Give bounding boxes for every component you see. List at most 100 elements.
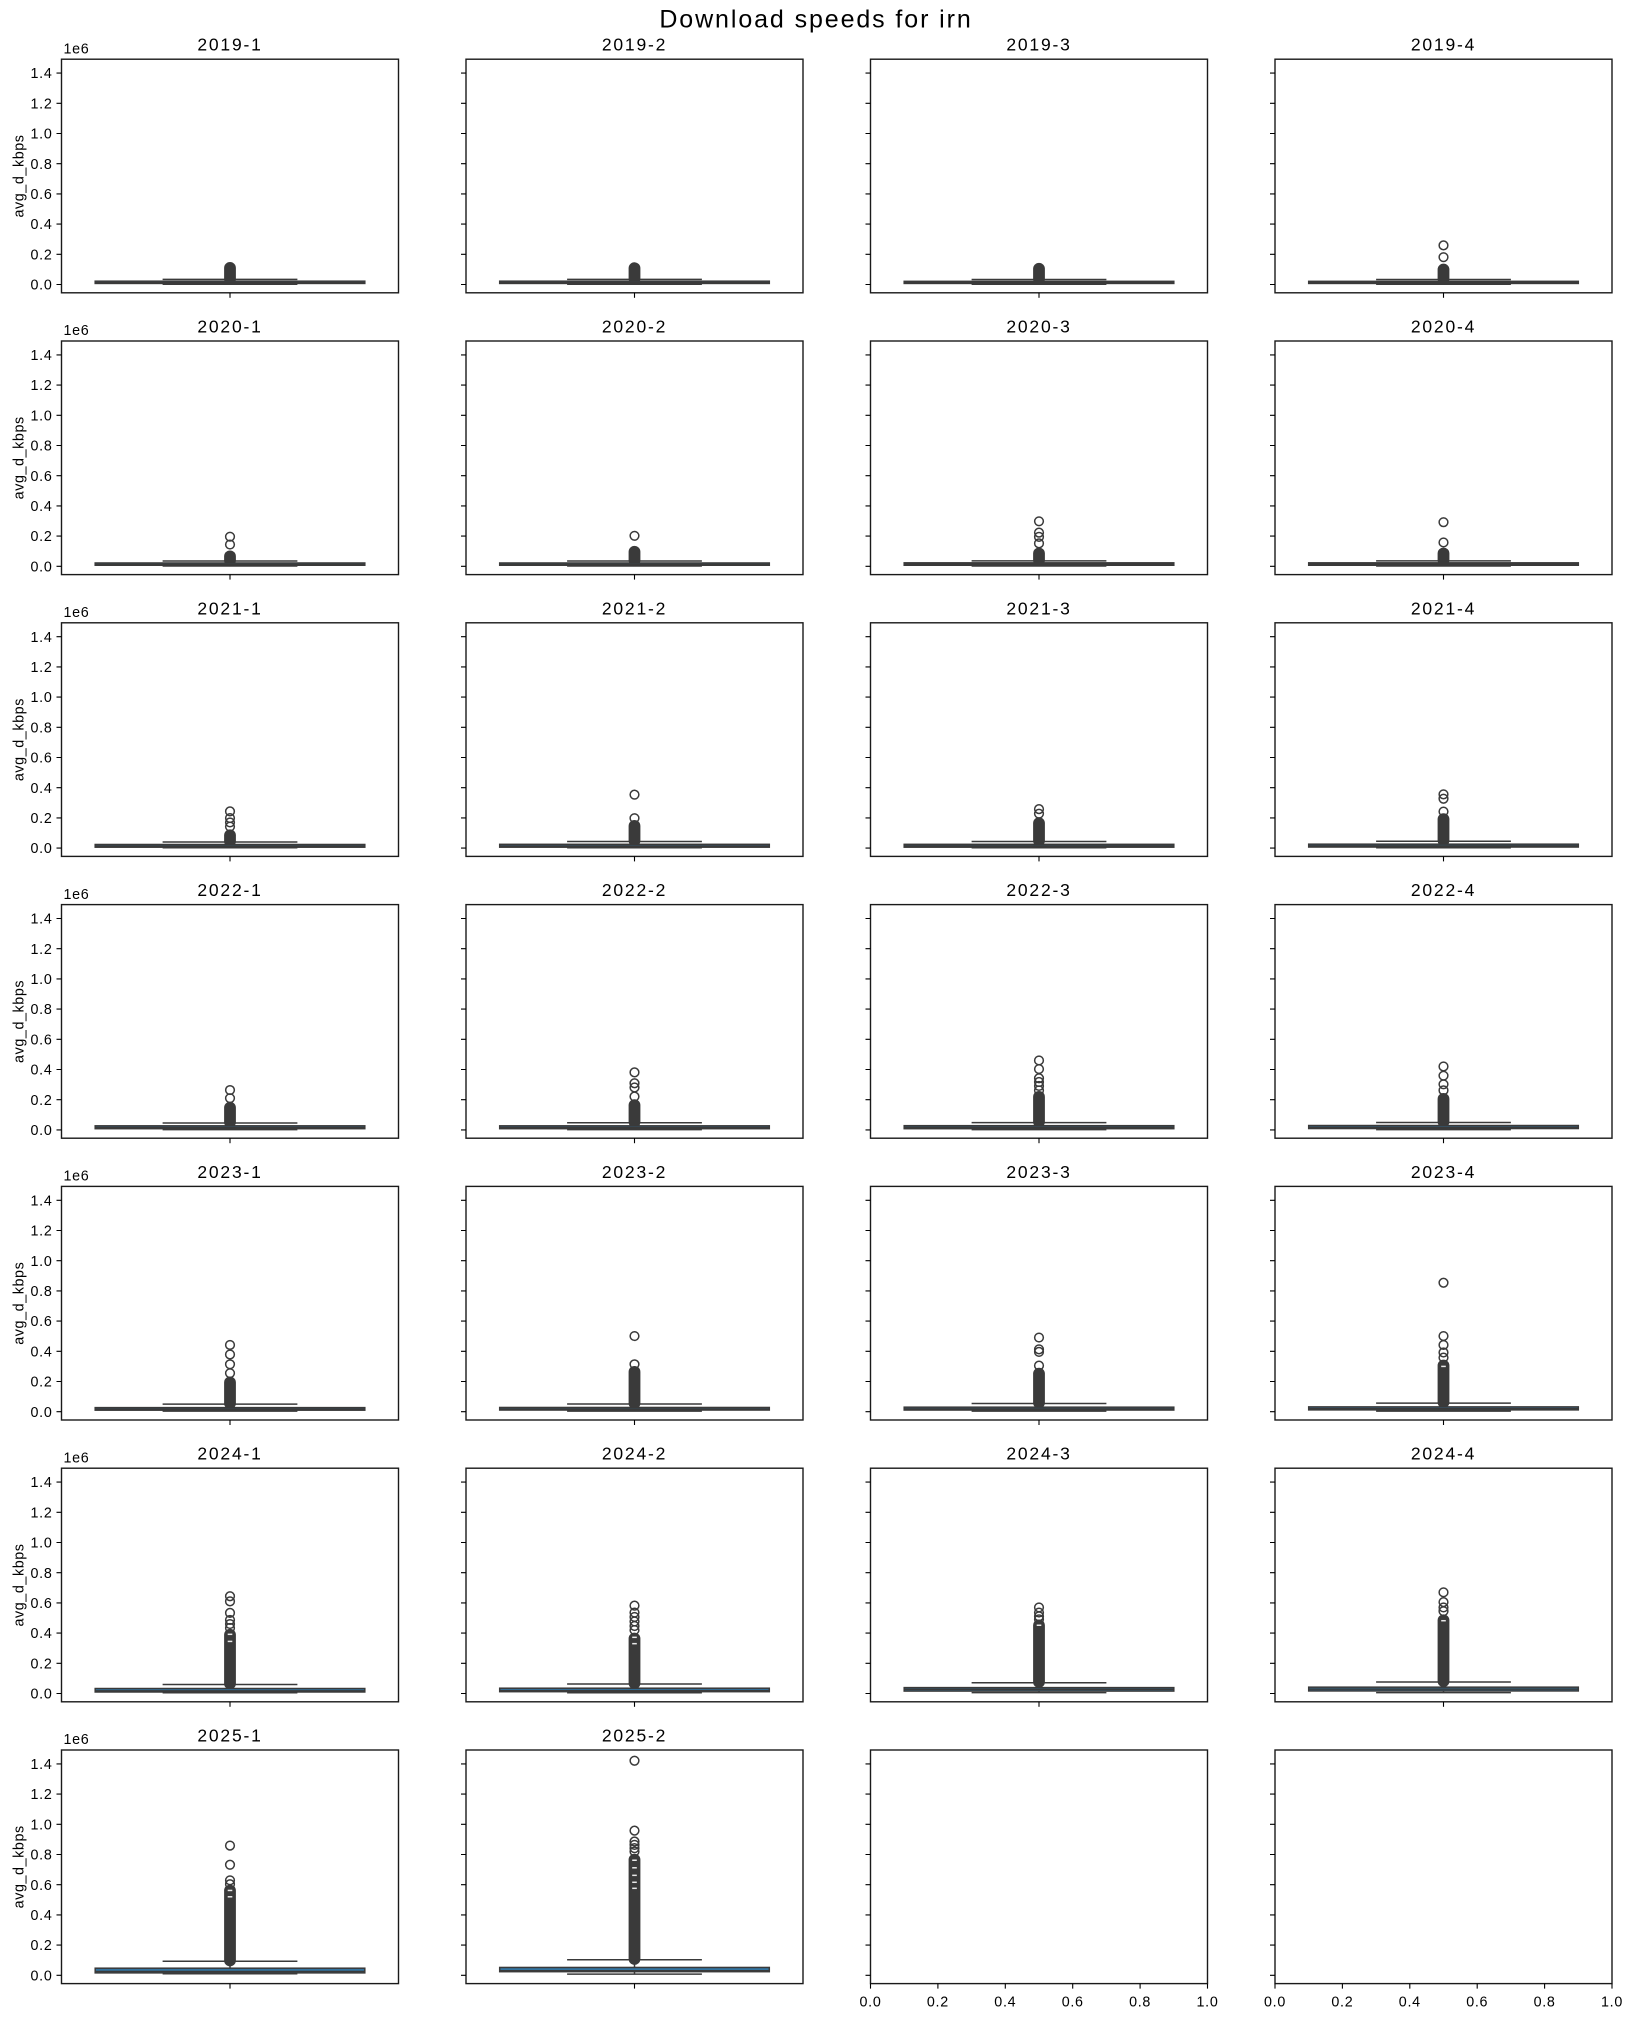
svg-text:2020-4: 2020-4: [1411, 317, 1476, 337]
svg-text:2019-1: 2019-1: [197, 35, 262, 55]
svg-text:2023-4: 2023-4: [1411, 1162, 1476, 1182]
svg-text:0.6: 0.6: [31, 1314, 53, 1330]
svg-text:avg_d_kbps: avg_d_kbps: [12, 980, 28, 1063]
svg-text:1.0: 1.0: [1197, 1995, 1219, 2011]
svg-text:1.0: 1.0: [31, 408, 53, 424]
svg-text:2024-4: 2024-4: [1411, 1444, 1476, 1464]
svg-text:0.6: 0.6: [31, 1032, 53, 1048]
svg-text:1.4: 1.4: [31, 66, 53, 82]
svg-text:0.8: 0.8: [31, 1002, 53, 1018]
svg-text:avg_d_kbps: avg_d_kbps: [12, 698, 28, 781]
svg-text:avg_d_kbps: avg_d_kbps: [12, 1825, 28, 1908]
svg-text:1.2: 1.2: [31, 378, 53, 394]
svg-text:0.6: 0.6: [31, 1878, 53, 1894]
svg-text:1.4: 1.4: [31, 912, 53, 928]
svg-text:1.2: 1.2: [31, 1505, 53, 1521]
svg-text:2022-2: 2022-2: [602, 880, 667, 900]
svg-text:1.0: 1.0: [31, 1536, 53, 1552]
svg-text:2019-4: 2019-4: [1411, 35, 1476, 55]
svg-text:0.6: 0.6: [31, 1596, 53, 1612]
svg-text:2024-1: 2024-1: [197, 1444, 262, 1464]
svg-text:2021-4: 2021-4: [1411, 598, 1476, 618]
svg-text:1.0: 1.0: [31, 127, 53, 143]
svg-text:1.4: 1.4: [31, 1193, 53, 1209]
svg-text:1.0: 1.0: [31, 1254, 53, 1270]
svg-text:2021-2: 2021-2: [602, 598, 667, 618]
svg-text:2020-2: 2020-2: [602, 317, 667, 337]
svg-text:0.8: 0.8: [31, 1284, 53, 1300]
svg-text:1e6: 1e6: [64, 323, 90, 339]
svg-text:2020-1: 2020-1: [197, 317, 262, 337]
svg-text:avg_d_kbps: avg_d_kbps: [12, 416, 28, 499]
svg-text:0.8: 0.8: [1534, 1995, 1556, 2011]
svg-text:1e6: 1e6: [64, 605, 90, 621]
svg-text:0.8: 0.8: [31, 439, 53, 455]
svg-text:0.2: 0.2: [927, 1995, 949, 2011]
svg-text:0.6: 0.6: [31, 469, 53, 485]
svg-text:0.2: 0.2: [31, 1656, 53, 1672]
svg-text:0.2: 0.2: [1331, 1995, 1353, 2011]
svg-text:0.4: 0.4: [31, 1908, 53, 1924]
svg-text:0.8: 0.8: [31, 1848, 53, 1864]
svg-text:0.0: 0.0: [31, 841, 53, 857]
svg-text:1e6: 1e6: [64, 1732, 90, 1748]
svg-text:0.4: 0.4: [31, 499, 53, 515]
svg-text:0.0: 0.0: [31, 1968, 53, 1984]
svg-text:0.6: 0.6: [1466, 1995, 1488, 2011]
svg-text:0.0: 0.0: [860, 1995, 882, 2011]
svg-text:1.0: 1.0: [1601, 1995, 1623, 2011]
svg-text:0.0: 0.0: [31, 278, 53, 294]
svg-text:1.0: 1.0: [31, 972, 53, 988]
svg-text:0.0: 0.0: [31, 559, 53, 575]
svg-text:avg_d_kbps: avg_d_kbps: [12, 134, 28, 217]
svg-text:0.2: 0.2: [31, 247, 53, 263]
svg-text:1e6: 1e6: [64, 1169, 90, 1185]
svg-text:1.4: 1.4: [31, 348, 53, 364]
svg-text:avg_d_kbps: avg_d_kbps: [12, 1543, 28, 1626]
svg-text:0.2: 0.2: [31, 1375, 53, 1391]
svg-text:2022-4: 2022-4: [1411, 880, 1476, 900]
svg-text:0.2: 0.2: [31, 1093, 53, 1109]
svg-text:1.2: 1.2: [31, 660, 53, 676]
svg-text:0.8: 0.8: [31, 720, 53, 736]
svg-text:1.2: 1.2: [31, 1224, 53, 1240]
svg-text:0.2: 0.2: [31, 811, 53, 827]
svg-text:0.0: 0.0: [31, 1123, 53, 1139]
svg-text:0.4: 0.4: [1399, 1995, 1421, 2011]
svg-text:1e6: 1e6: [64, 1450, 90, 1466]
svg-text:2021-1: 2021-1: [197, 598, 262, 618]
svg-text:2025-2: 2025-2: [602, 1726, 667, 1746]
svg-text:0.6: 0.6: [1062, 1995, 1084, 2011]
svg-text:2020-3: 2020-3: [1006, 317, 1071, 337]
svg-text:0.0: 0.0: [31, 1687, 53, 1703]
svg-text:1e6: 1e6: [64, 887, 90, 903]
svg-text:0.6: 0.6: [31, 187, 53, 203]
svg-text:0.4: 0.4: [31, 1626, 53, 1642]
svg-text:2024-3: 2024-3: [1006, 1444, 1071, 1464]
svg-text:0.4: 0.4: [31, 781, 53, 797]
svg-text:0.6: 0.6: [31, 751, 53, 767]
svg-text:2022-1: 2022-1: [197, 880, 262, 900]
svg-text:2025-1: 2025-1: [197, 1726, 262, 1746]
svg-text:1.4: 1.4: [31, 630, 53, 646]
svg-text:0.8: 0.8: [31, 1566, 53, 1582]
svg-text:0.8: 0.8: [31, 157, 53, 173]
svg-text:1.0: 1.0: [31, 1817, 53, 1833]
svg-text:0.4: 0.4: [31, 217, 53, 233]
svg-text:0.4: 0.4: [31, 1063, 53, 1079]
svg-text:1.2: 1.2: [31, 942, 53, 958]
svg-text:0.2: 0.2: [31, 1938, 53, 1954]
svg-text:2023-3: 2023-3: [1006, 1162, 1071, 1182]
svg-text:2021-3: 2021-3: [1006, 598, 1071, 618]
svg-text:2019-2: 2019-2: [602, 35, 667, 55]
svg-text:1.2: 1.2: [31, 1787, 53, 1803]
svg-text:0.4: 0.4: [31, 1344, 53, 1360]
svg-text:1e6: 1e6: [64, 41, 90, 57]
svg-text:2023-1: 2023-1: [197, 1162, 262, 1182]
svg-text:0.8: 0.8: [1129, 1995, 1151, 2011]
svg-text:2022-3: 2022-3: [1006, 880, 1071, 900]
svg-text:0.0: 0.0: [1264, 1995, 1286, 2011]
svg-text:1.4: 1.4: [31, 1757, 53, 1773]
svg-text:2023-2: 2023-2: [602, 1162, 667, 1182]
svg-text:Download speeds for irn: Download speeds for irn: [659, 6, 972, 34]
